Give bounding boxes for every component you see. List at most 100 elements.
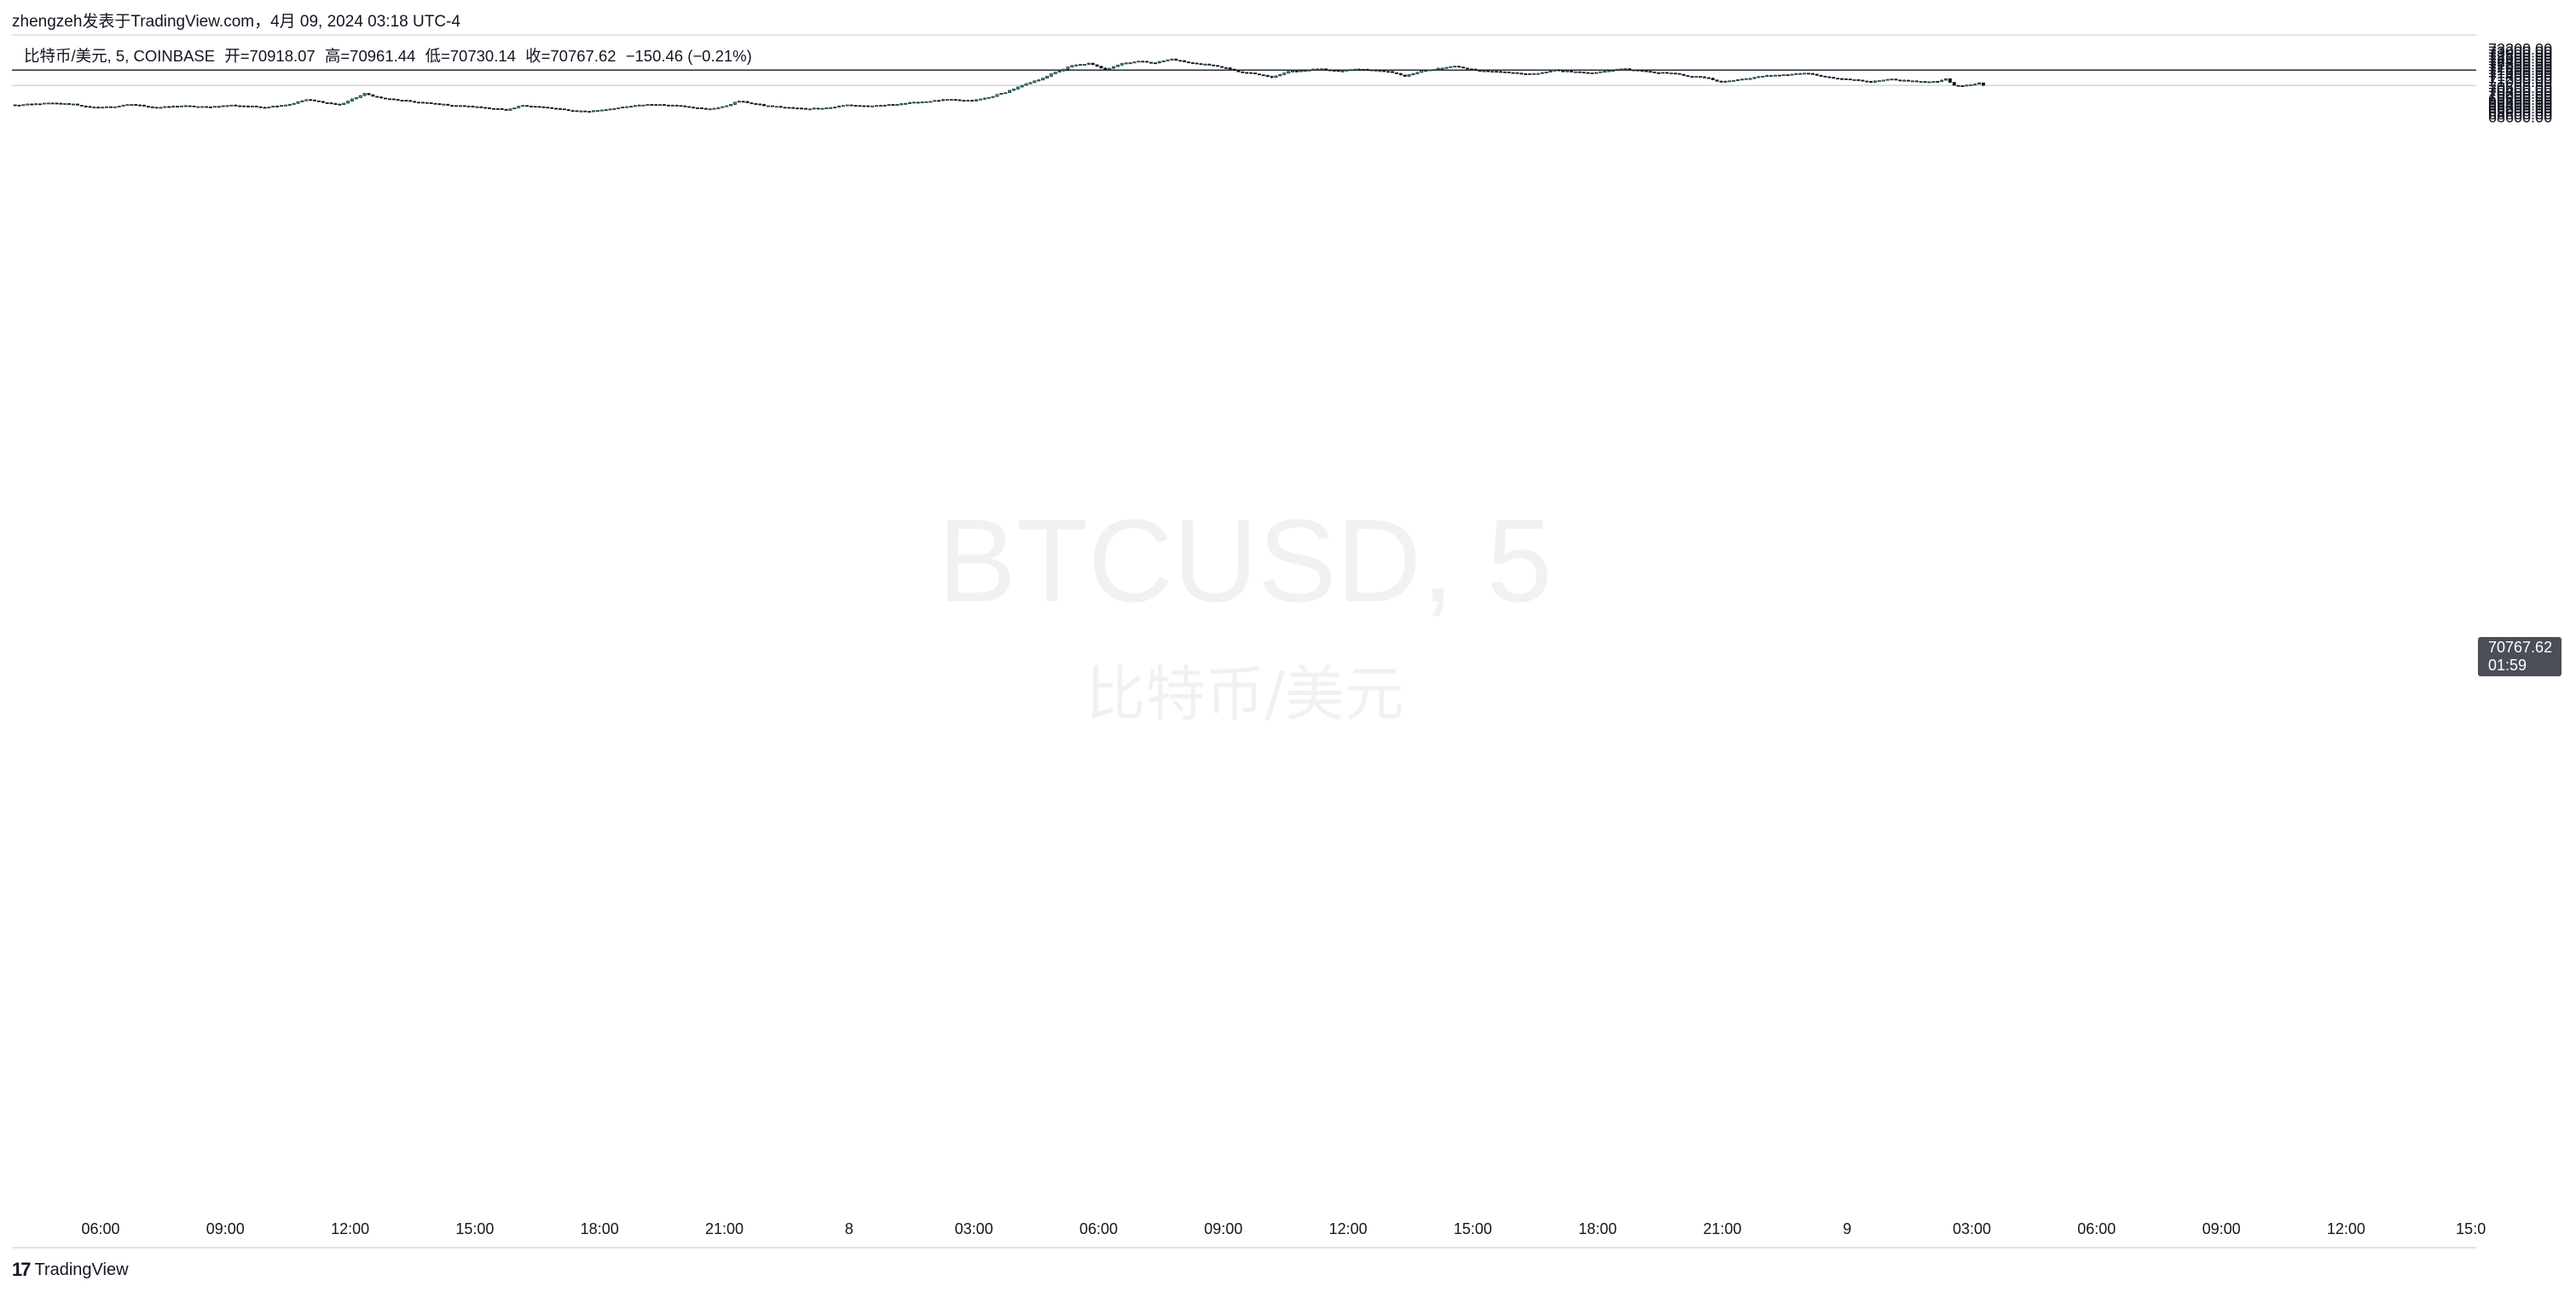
candle-body [275,106,280,107]
candle-body [803,107,808,110]
candle-body [732,101,737,105]
candle-body [787,107,791,109]
candle-body [1806,72,1810,75]
candle-body [953,99,958,101]
candle-body [554,107,559,110]
candle-body [654,104,658,107]
time-tick-label: 06:00 [1080,1220,1118,1237]
candle-body [524,105,529,107]
candle-body [1278,74,1282,77]
candle-body [978,98,982,101]
candle-body [812,107,816,110]
time-axis[interactable]: 06:00 09:00 12:00 15:00 18:00 21:00 8 03:00 06:0… [81,1220,2486,1237]
candle-body [907,101,912,104]
candle-body [1690,76,1694,78]
candle-body [30,103,34,106]
candle-body [1174,58,1178,61]
candle-body [183,105,188,107]
candle-body [1898,79,1902,82]
candle-body [1761,76,1765,78]
candle-body [1590,72,1595,74]
candle-body [1070,65,1074,67]
candle-body [1378,70,1382,72]
candle-body [1927,81,1931,84]
candle-body [254,106,258,107]
price-tick-label: 71000.00 [2488,73,2552,90]
candle-body [1420,70,1424,73]
candle-body [1548,71,1553,72]
price-tick-label: 73000.00 [2488,43,2552,61]
candle-body [1852,79,1856,81]
candle-body [987,96,991,99]
candle-body [546,107,550,109]
candle-body [1041,78,1045,81]
candle-body [1803,72,1807,75]
candle-body [1141,61,1145,63]
candle-body [645,104,650,106]
candle-body [433,102,437,105]
candle-body [354,97,358,100]
legend-low: 低=70730.14 [425,47,516,65]
price-tick-label: 72200.00 [2488,55,2552,72]
time-tick-label: 18:00 [1578,1220,1617,1237]
candle-body [949,99,953,101]
candle-body [1732,79,1736,82]
candle-body [1686,75,1690,78]
candle-body [263,107,267,109]
candle-body [1265,74,1270,77]
candle-body [604,109,608,112]
candle-body [874,105,878,107]
candle-body [791,107,796,109]
candle-body [1511,72,1515,74]
candle-body [750,102,754,105]
candle-body [346,101,350,104]
candle-body [350,98,354,101]
candle-body [400,100,404,101]
candle-body [1777,74,1781,77]
price-tick-label: 70600.00 [2488,79,2552,96]
candle-body [1112,66,1116,69]
candle-body [1815,73,1819,76]
price-axis[interactable]: 73200.0073000.0072800.0072600.0072400.00… [2488,41,2552,126]
candle-body [1249,72,1253,74]
price-tick-label: 71800.00 [2488,61,2552,78]
candle-body [999,93,1004,96]
candle-body [1794,72,1798,75]
tradingview-logo[interactable]: 17 TradingView [12,1259,129,1281]
watermark: BTCUSD, 5 比特币/美元 [938,495,1553,729]
candle-body [63,103,67,105]
candle-body [683,105,687,107]
candle-body [342,102,346,106]
candle-body [833,107,837,109]
candle-body [72,103,76,106]
candle-body [1411,73,1415,76]
candle-body [1427,69,1432,72]
candle-body [1890,78,1894,81]
candle-body [391,98,396,101]
candle-body [1952,82,1956,86]
candle-body [1149,61,1153,64]
candle-body [1473,68,1478,71]
candle-body [221,105,225,107]
candle-body [59,102,63,105]
candle-body [242,105,246,107]
candle-body [1153,62,1157,65]
time-tick-label: 15:00 [455,1220,494,1237]
candle-body [887,104,891,106]
candle-body [650,104,654,106]
candle-body [1586,72,1590,74]
candle-body [287,104,292,106]
candle-body [417,101,421,104]
candle-body [820,107,825,110]
symbol-legend[interactable]: 比特币/美元, 5, COINBASE 开=70918.07 高=70961.4… [24,44,757,67]
candle-body [471,106,475,107]
candle-body [1881,79,1885,82]
candle-body [1936,81,1940,83]
time-tick-label: 15:00 [1454,1220,1492,1237]
candle-body [1232,68,1236,71]
candle-body [924,101,929,103]
candle-body [566,109,570,111]
candle-body [1553,69,1557,72]
candle-body [1960,85,1965,87]
